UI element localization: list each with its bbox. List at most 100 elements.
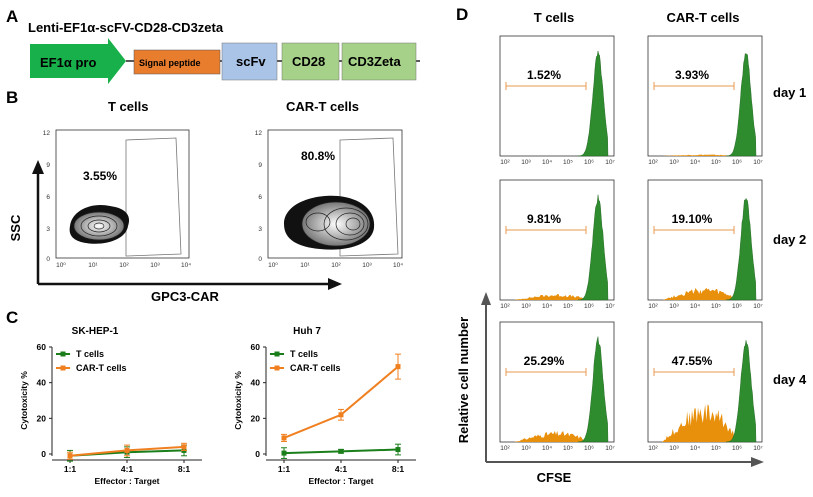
x-tick-label: 4:1 [335,464,348,474]
signal-peptide-box [133,49,221,75]
histogram-xtick: 10⁶ [584,303,594,310]
cd3zeta-box [341,42,417,81]
y-tick-label: 0 [255,449,260,459]
contour-ring [80,215,118,237]
line-charts: SK-HEP-1 0 20 40 60 1:1 4:1 8:1 Effector : Targe… [19,326,416,486]
legend-label: T cells [76,349,104,359]
flow-xtick: 10⁴ [393,262,403,269]
histogram-xtick: 10² [648,445,658,452]
flow-ytick: 9 [46,162,50,169]
flow-plot-tcells: 12 9 6 3 0 10⁰ 10¹ 10² 10³ 10⁴ 3.55% [43,129,191,269]
histogram-xtick: 10³ [669,159,679,166]
histogram-xtick: 10⁷ [753,159,763,166]
histogram-xtick: 10⁵ [563,159,573,166]
cd3zeta-label: CD3Zeta [348,54,402,69]
panel-a-letter: A [6,7,18,26]
x-tick-label: 1:1 [64,464,77,474]
panel-c-letter: C [6,308,18,327]
data-point [67,453,73,459]
gpc3-axis-arrowhead [328,278,342,290]
day-label-2: day 2 [773,232,806,247]
flow-ytick: 6 [258,194,262,201]
histogram-xtick: 10⁴ [690,159,700,166]
histogram-xtick: 10⁶ [732,159,742,166]
legend-marker [274,351,280,357]
data-point [395,364,401,370]
undivided-cells-histogram [577,50,609,157]
data-point [395,447,401,453]
undivided-cells-histogram [725,340,757,443]
flow-xtick: 10³ [150,262,160,269]
histogram-xtick: 10⁴ [542,445,552,452]
flow-frame-tcells [55,129,190,259]
flow-xtick: 10⁰ [56,262,66,269]
histogram-xtick: 10⁶ [732,303,742,310]
gate-percent-tcells: 3.55% [83,169,117,183]
gate-polygon [125,137,182,257]
histogram-xtick: 10³ [521,445,531,452]
histogram-xtick: 10³ [669,445,679,452]
flow-xtick: 10¹ [300,262,310,269]
x-axis-label: Effector : Target [94,476,159,486]
y-tick-label: 40 [251,378,261,388]
undivided-cells-histogram [725,197,757,301]
signal-peptide-label: Signal peptide [139,58,201,68]
legend-label: CAR-T cells [290,363,341,373]
histogram-xtick: 10³ [521,159,531,166]
division-percent: 1.52% [527,68,561,82]
histogram-xtick: 10⁴ [690,445,700,452]
histogram-xtick: 10⁶ [732,445,742,452]
divided-cells-histogram [514,293,592,300]
x-tick-label: 8:1 [178,464,191,474]
histogram-xtick: 10² [648,159,658,166]
relcell-axis-label: Relative cell number [456,317,471,443]
x-tick-label: 1:1 [278,464,291,474]
flow-frame-cart [267,129,403,259]
y-tick-label: 40 [37,378,47,388]
division-percent: 9.81% [527,212,561,226]
histogram-xtick: 10² [500,303,510,310]
ssc-axis-label: SSC [8,214,23,241]
y-axis-label: Cytotoxicity % [19,371,29,430]
data-point [281,450,287,456]
division-percent: 3.93% [675,68,709,82]
y-axis-label: Cytotoxicity % [233,371,243,430]
flow-xtick: 10⁴ [181,262,191,269]
histogram-xtick: 10⁶ [584,159,594,166]
data-point [281,435,287,441]
series-line-car-t [283,365,399,439]
y-tick-label: 60 [251,342,261,352]
histogram-xtick: 10⁷ [753,303,763,310]
flow-ytick: 0 [46,256,50,263]
legend-label: CAR-T cells [76,363,127,373]
flow-ytick: 0 [258,256,262,263]
y-tick-label: 20 [251,413,261,423]
panel-d-title-tcells: T cells [534,10,574,25]
x-tick-label: 8:1 [392,464,405,474]
gpc3-axis-label: GPC3-CAR [151,289,220,304]
flow-ytick: 12 [255,130,263,137]
flow-plot-cart: 12 9 6 3 0 10⁰ 10¹ 10² 10³ 10⁴ 80.8% [255,129,403,269]
day-label-1: day 1 [773,85,806,100]
line-chart-title: Huh 7 [293,326,321,337]
histogram-xtick: 10³ [521,303,531,310]
construct-diagram: EF1α pro Signal peptide scFv CD28 CD3Zet… [30,38,420,84]
cfse-axis-label: CFSE [537,470,572,485]
flow-ytick: 6 [46,194,50,201]
legend-label: T cells [290,349,318,359]
histogram-xtick: 10⁷ [753,445,763,452]
divided-cells-histogram [662,287,740,300]
histogram-frame [499,35,615,157]
histogram-xtick: 10³ [669,303,679,310]
y-tick-label: 0 [41,449,46,459]
histogram-xtick: 10⁵ [711,159,721,166]
histogram-xtick: 10⁷ [605,303,615,310]
y-tick-label: 60 [37,342,47,352]
histogram-xtick: 10⁵ [711,303,721,310]
x-axis-label: Effector : Target [308,476,373,486]
gate-percent-cart: 80.8% [301,149,335,163]
histogram-xtick: 10⁵ [563,445,573,452]
cd28-label: CD28 [292,54,325,69]
contour-ring [305,212,331,232]
